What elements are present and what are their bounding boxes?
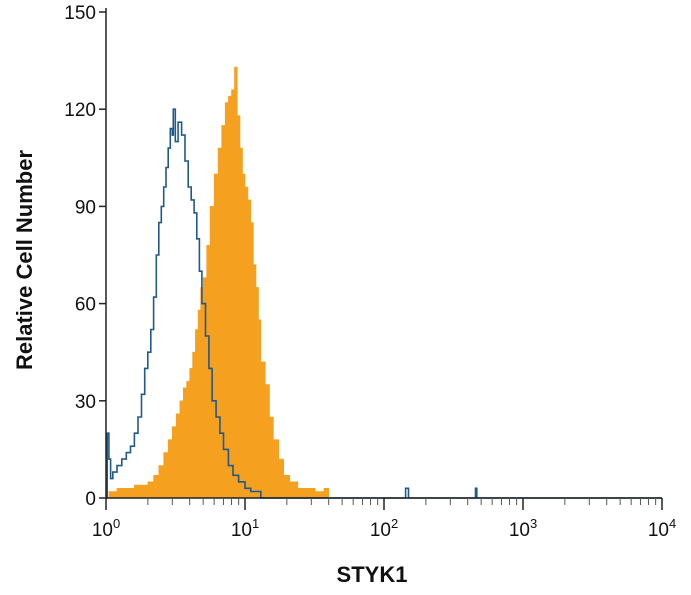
x-tick-label: 101 [231, 516, 259, 541]
x-tick-label: 104 [648, 516, 676, 541]
x-tick-label: 102 [370, 516, 398, 541]
series-layer [106, 66, 662, 499]
x-tick-label: 103 [509, 516, 537, 541]
x-tick-label: 100 [92, 516, 120, 541]
outline-histogram-series [106, 108, 662, 499]
y-tick-label: 60 [75, 295, 96, 316]
y-tick-label: 120 [64, 100, 96, 121]
ticks-layer: 0 30 60 90 120 150 100 101 102 103 104 [64, 3, 676, 541]
y-tick-label: 0 [85, 489, 96, 510]
y-axis-title: Relative Cell Number [12, 150, 37, 371]
y-tick-label: 150 [64, 3, 96, 24]
x-axis-title: STYK1 [337, 562, 408, 587]
filled-histogram-series [108, 66, 329, 499]
y-tick-label: 90 [75, 197, 96, 218]
y-tick-label: 30 [75, 392, 96, 413]
